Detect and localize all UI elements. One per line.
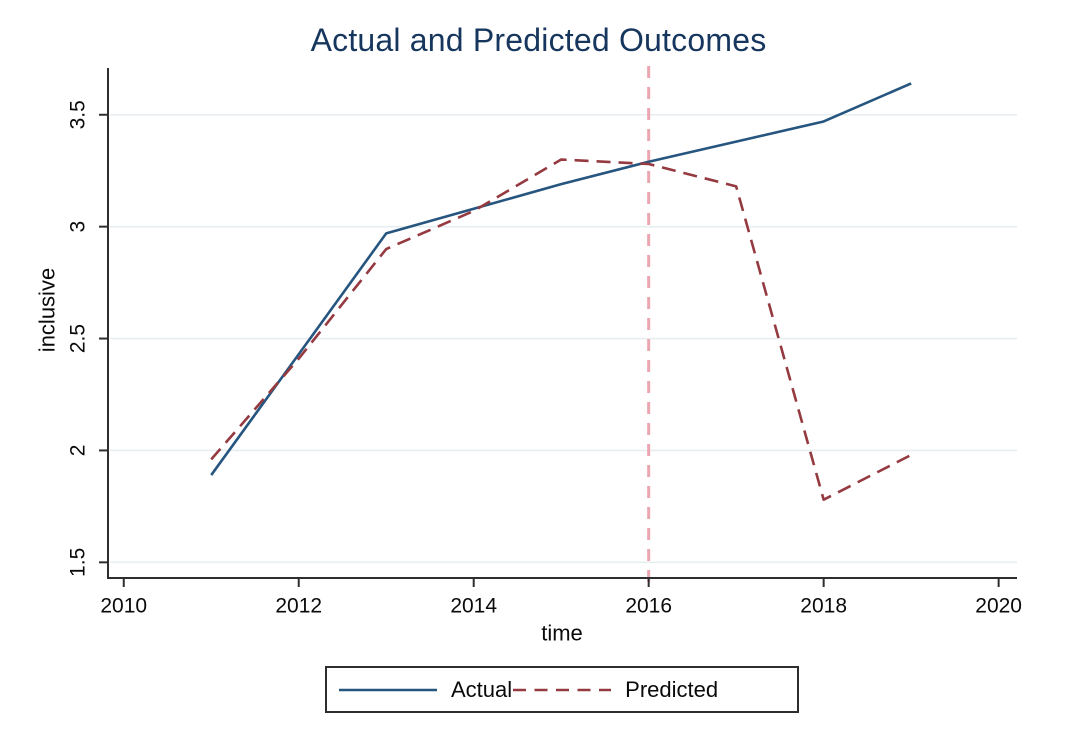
legend-label-predicted: Predicted xyxy=(625,676,719,702)
y-tick-label: 3 xyxy=(67,221,90,233)
x-tick-label: 2010 xyxy=(100,595,147,618)
legend-label-actual: Actual xyxy=(451,676,513,702)
legend-swatch-predicted-line xyxy=(513,688,612,691)
x-tick-label: 2018 xyxy=(800,595,847,618)
x-tick-label: 2012 xyxy=(275,595,322,618)
x-tick-label: 2020 xyxy=(975,595,1022,618)
y-axis-title: inclusive xyxy=(35,268,60,352)
y-tick-label: 2.5 xyxy=(67,324,90,353)
legend-swatch-actual-line xyxy=(339,688,437,691)
y-tick-label: 3.5 xyxy=(67,100,90,129)
x-axis-title: time xyxy=(541,621,583,646)
series-line-actual xyxy=(210,82,912,476)
legend: Actual Predicted xyxy=(325,666,799,713)
y-tick-label: 1.5 xyxy=(67,548,90,577)
x-tick-label: 2016 xyxy=(625,595,672,618)
y-tick-label: 2 xyxy=(67,445,90,457)
x-tick-label: 2014 xyxy=(450,595,497,618)
series-line-predicted xyxy=(210,158,912,501)
chart-title: Actual and Predicted Outcomes xyxy=(310,22,767,58)
